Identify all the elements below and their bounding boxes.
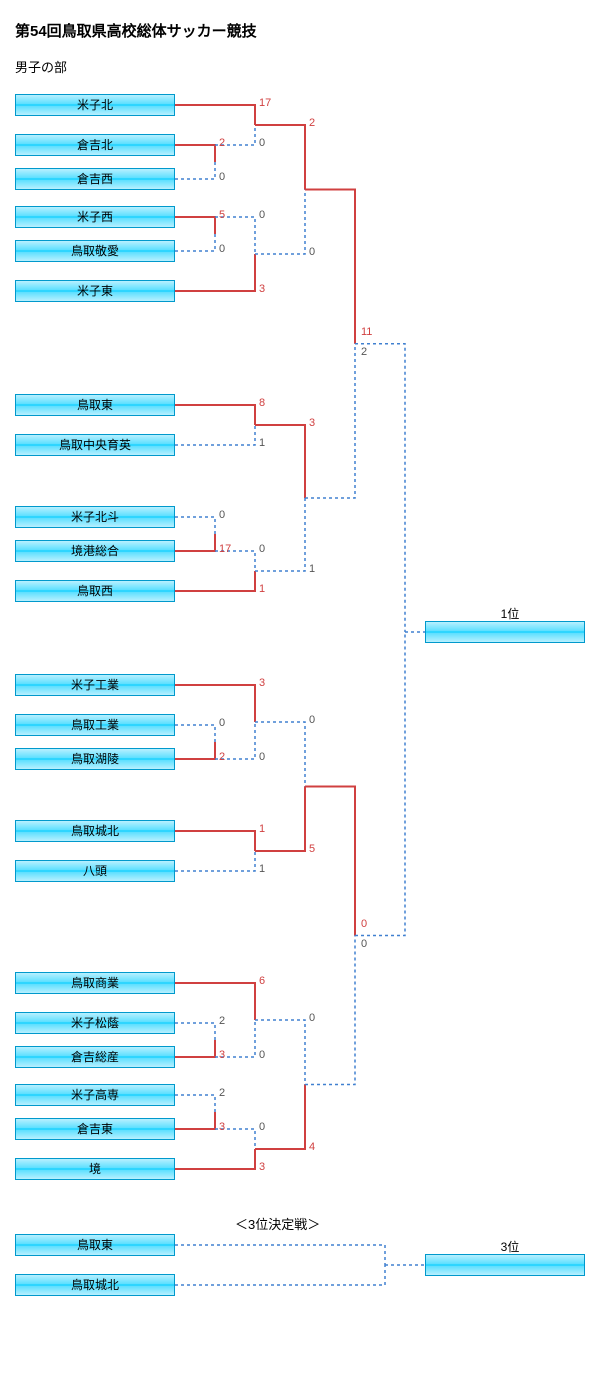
team-box: 八頭 — [15, 860, 175, 882]
score: 0 — [259, 751, 265, 763]
score: 3 — [219, 1121, 225, 1133]
score: 0 — [309, 246, 315, 258]
score: 1 — [259, 823, 265, 835]
score: 4 — [309, 1141, 315, 1153]
team-box: 倉吉東 — [15, 1118, 175, 1140]
score: 3 — [259, 283, 265, 295]
team-box: 倉吉総産 — [15, 1046, 175, 1068]
score: 0 — [219, 509, 225, 521]
team-box: 境港総合 — [15, 540, 175, 562]
team-box: 米子北斗 — [15, 506, 175, 528]
score: 1 — [309, 563, 315, 575]
team-box: 米子高専 — [15, 1084, 175, 1106]
score: 6 — [259, 975, 265, 987]
team-box: 鳥取東 — [15, 394, 175, 416]
team-box: 鳥取西 — [15, 580, 175, 602]
score: 3 — [219, 1049, 225, 1061]
team-box: 鳥取東 — [15, 1234, 175, 1256]
score: 3 — [309, 417, 315, 429]
winner-box — [425, 621, 585, 643]
score: 0 — [259, 1121, 265, 1133]
score: 2 — [361, 346, 367, 358]
score: 0 — [219, 243, 225, 255]
third-place-box — [425, 1254, 585, 1276]
score: 2 — [219, 751, 225, 763]
score: 2 — [219, 137, 225, 149]
third-place-label: 3位 — [475, 1238, 545, 1255]
winner-label: 1位 — [475, 605, 545, 622]
score: 3 — [259, 1161, 265, 1173]
subtitle: 男子の部 — [15, 57, 585, 76]
third-place-title: ＜3位決定戦＞ — [235, 1214, 320, 1233]
score: 3 — [259, 677, 265, 689]
score: 0 — [259, 209, 265, 221]
team-box: 境 — [15, 1158, 175, 1180]
team-box: 米子北 — [15, 94, 175, 116]
team-box: 鳥取城北 — [15, 1274, 175, 1296]
team-box: 倉吉北 — [15, 134, 175, 156]
score: 1 — [259, 437, 265, 449]
score: 1 — [259, 863, 265, 875]
team-box: 米子東 — [15, 280, 175, 302]
score: 0 — [361, 918, 367, 930]
score: 5 — [219, 209, 225, 221]
score: 0 — [219, 717, 225, 729]
team-box: 鳥取城北 — [15, 820, 175, 842]
team-box: 倉吉西 — [15, 168, 175, 190]
team-box: 米子西 — [15, 206, 175, 228]
bracket: 米子北倉吉北倉吉西米子西鳥取敬愛米子東鳥取東鳥取中央育英米子北斗境港総合鳥取西米… — [15, 94, 585, 1214]
score: 2 — [219, 1015, 225, 1027]
score: 0 — [259, 543, 265, 555]
score: 0 — [309, 1012, 315, 1024]
team-box: 米子工業 — [15, 674, 175, 696]
team-box: 鳥取工業 — [15, 714, 175, 736]
team-box: 鳥取敬愛 — [15, 240, 175, 262]
team-box: 鳥取湖陵 — [15, 748, 175, 770]
score: 11 — [361, 326, 372, 338]
team-box: 鳥取商業 — [15, 972, 175, 994]
score: 0 — [361, 938, 367, 950]
team-box: 米子松蔭 — [15, 1012, 175, 1034]
score: 2 — [309, 117, 315, 129]
score: 2 — [219, 1087, 225, 1099]
page-title: 第54回鳥取県高校総体サッカー競技 — [15, 20, 585, 41]
score: 0 — [259, 1049, 265, 1061]
score: 0 — [259, 137, 265, 149]
team-box: 鳥取中央育英 — [15, 434, 175, 456]
score: 17 — [219, 543, 231, 555]
score: 17 — [259, 97, 271, 109]
score: 0 — [219, 171, 225, 183]
third-place-bracket: ＜3位決定戦＞ 鳥取東鳥取城北3位 — [15, 1234, 585, 1354]
score: 8 — [259, 397, 265, 409]
score: 5 — [309, 843, 315, 855]
score: 0 — [309, 714, 315, 726]
score: 1 — [259, 583, 265, 595]
